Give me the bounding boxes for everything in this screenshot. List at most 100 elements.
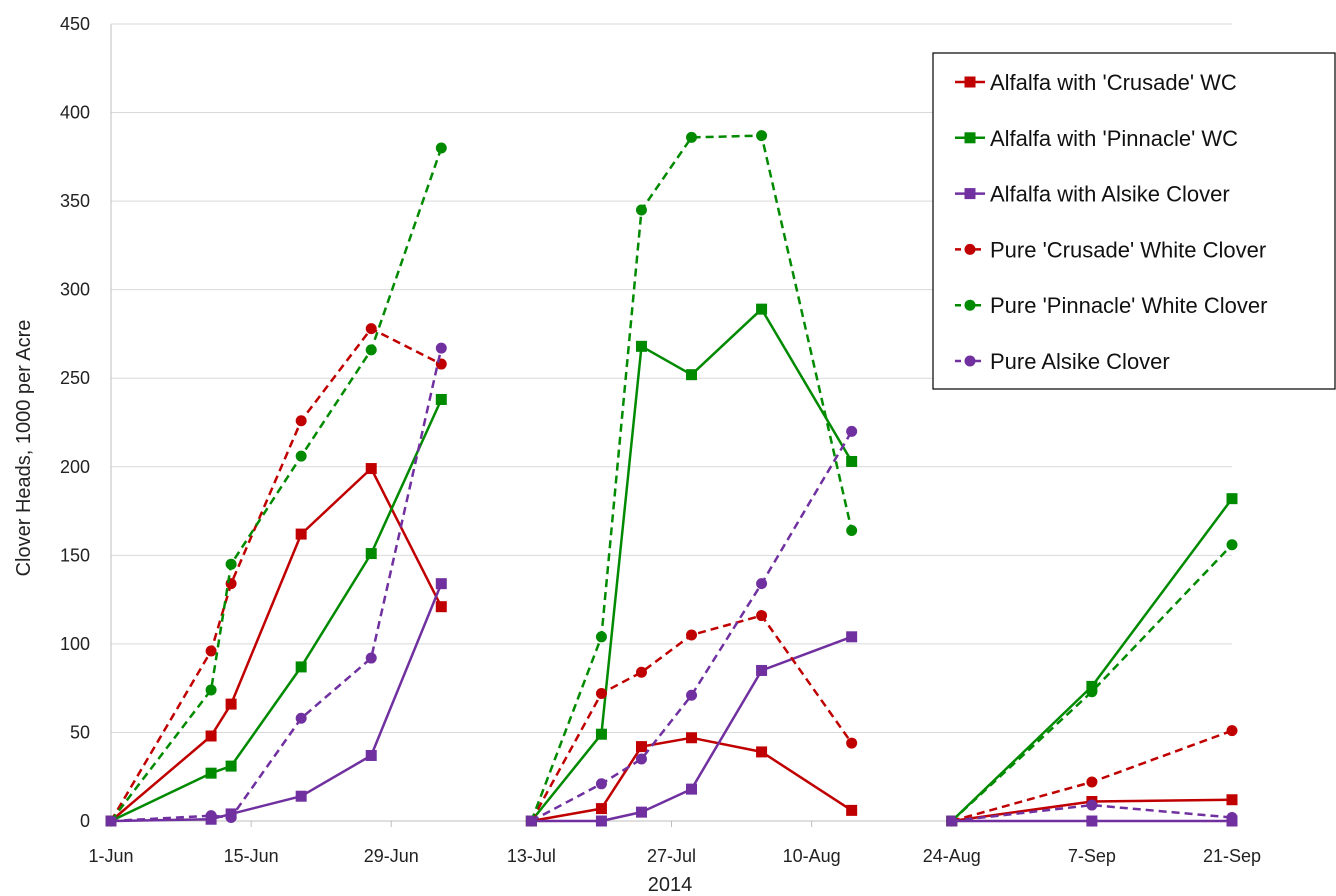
series-2-line-1 bbox=[110, 398, 443, 823]
legend-label-6: Pure Alsike Clover bbox=[990, 349, 1170, 374]
y-tick-150: 150 bbox=[60, 545, 90, 565]
series-5-point-3-3 bbox=[1226, 539, 1238, 551]
legend: Alfalfa with 'Crusade' WC Alfalfa with 'P… bbox=[932, 52, 1336, 390]
y-tick-250: 250 bbox=[60, 368, 90, 388]
series-1-point-2-4 bbox=[686, 732, 698, 744]
series-5-point-2-3 bbox=[635, 204, 647, 216]
series-6-point-2-5 bbox=[756, 578, 768, 590]
series-4-point-3-2 bbox=[1086, 776, 1098, 788]
series-6-point-2-2 bbox=[595, 778, 607, 790]
series-1-point-1-3 bbox=[225, 698, 237, 710]
legend-label-4: Pure 'Crusade' White Clover bbox=[990, 237, 1266, 262]
series-4-point-1-3 bbox=[225, 578, 237, 590]
x-tick-21-Sep: 21-Sep bbox=[1203, 846, 1261, 866]
series-1 bbox=[105, 463, 1238, 827]
series-2-point-1-3 bbox=[225, 760, 237, 772]
series-5-line-1 bbox=[110, 147, 443, 822]
series-4-point-2-3 bbox=[635, 666, 647, 678]
gridlines bbox=[111, 23, 1232, 733]
series-6-point-2-1 bbox=[525, 815, 537, 827]
series-1-point-2-3 bbox=[635, 741, 647, 753]
legend-marker-4 bbox=[964, 243, 976, 255]
series-5-point-1-2 bbox=[205, 684, 217, 696]
series-6-point-1-2 bbox=[205, 810, 217, 822]
series-5-line-2 bbox=[530, 134, 853, 822]
legend-marker-5 bbox=[964, 299, 976, 311]
series-2-line-2 bbox=[530, 307, 853, 822]
x-tick-10-Aug: 10-Aug bbox=[783, 846, 841, 866]
x-tick-13-Jul: 13-Jul bbox=[507, 846, 556, 866]
series-6-point-2-6 bbox=[846, 425, 858, 437]
series-2-point-1-6 bbox=[435, 393, 447, 405]
series-2-line-3 bbox=[950, 497, 1234, 822]
legend-label-3: Alfalfa with Alsike Clover bbox=[990, 182, 1230, 207]
series-6-point-1-1 bbox=[105, 815, 117, 827]
series-1-point-2-2 bbox=[595, 803, 607, 815]
legend-box bbox=[932, 52, 1336, 390]
series-5-point-2-4 bbox=[686, 131, 698, 143]
series-2-point-2-2 bbox=[595, 728, 607, 740]
y-tick-450: 450 bbox=[60, 14, 90, 34]
series-4-point-2-6 bbox=[846, 737, 858, 749]
y-tick-labels: 0 50 100 150 200 250 300 350 400 450 bbox=[60, 14, 90, 831]
series-6 bbox=[105, 342, 1238, 827]
series-3-point-2-4 bbox=[686, 783, 698, 795]
y-tick-50: 50 bbox=[70, 722, 90, 742]
series-2-point-1-4 bbox=[295, 661, 307, 673]
x-tick-15-Jun: 15-Jun bbox=[224, 846, 279, 866]
series-2-point-2-6 bbox=[846, 455, 858, 467]
series-5-point-1-4 bbox=[295, 450, 307, 462]
series-3-point-1-4 bbox=[295, 790, 307, 802]
series-2-point-3-3 bbox=[1226, 493, 1238, 505]
series-3-line-2 bbox=[531, 635, 853, 823]
series-5-point-3-2 bbox=[1086, 686, 1098, 698]
series-3-point-2-3 bbox=[635, 806, 647, 818]
series-5-point-2-6 bbox=[846, 525, 858, 537]
series-6-point-1-3 bbox=[225, 811, 237, 823]
series-4-line-2 bbox=[530, 614, 853, 822]
series-6-line-2 bbox=[530, 430, 853, 823]
y-axis-title: Clover Heads, 1000 per Acre bbox=[13, 320, 35, 577]
series-4-point-2-4 bbox=[686, 629, 698, 641]
series-1-point-2-5 bbox=[756, 746, 768, 758]
y-tick-200: 200 bbox=[60, 457, 90, 477]
series-4-line-1 bbox=[109, 327, 442, 822]
series-1-point-3-3 bbox=[1226, 794, 1238, 806]
series-2-point-1-2 bbox=[205, 767, 217, 779]
series-6-point-2-3 bbox=[635, 753, 647, 765]
legend-marker-2 bbox=[964, 132, 976, 144]
series-1-point-1-2 bbox=[205, 730, 217, 742]
x-tick-1-Jun: 1-Jun bbox=[88, 846, 133, 866]
series-3-line-1 bbox=[110, 583, 443, 823]
x-tick-24-Aug: 24-Aug bbox=[923, 846, 981, 866]
series-4 bbox=[105, 323, 1238, 827]
series-3-point-1-5 bbox=[365, 749, 377, 761]
series-5-point-1-6 bbox=[435, 142, 447, 154]
legend-marker-1 bbox=[964, 76, 976, 88]
series-4-point-2-5 bbox=[756, 610, 768, 622]
series-4-point-2-2 bbox=[595, 687, 607, 699]
series-6-line-1 bbox=[110, 347, 443, 823]
series-6-point-1-5 bbox=[365, 652, 377, 664]
series-5-point-2-5 bbox=[756, 130, 768, 142]
y-tick-350: 350 bbox=[60, 191, 90, 211]
series-6-line-3 bbox=[951, 803, 1233, 823]
series-2-point-2-4 bbox=[686, 369, 698, 381]
series-6-point-3-2 bbox=[1086, 799, 1098, 811]
x-axis-title: 2014 bbox=[648, 874, 693, 896]
series-3-point-1-6 bbox=[435, 578, 447, 590]
series-3-point-2-2 bbox=[595, 815, 607, 827]
series-1-line-2 bbox=[531, 736, 853, 823]
series-1-line-1 bbox=[110, 467, 443, 822]
legend-label-1: Alfalfa with 'Crusade' WC bbox=[990, 70, 1237, 95]
series-3-point-2-5 bbox=[756, 664, 768, 676]
series-6-point-2-4 bbox=[686, 689, 698, 701]
x-tick-labels: 1-Jun 15-Jun 29-Jun 13-Jul 27-Jul 10-Aug 24-Au… bbox=[88, 846, 1261, 866]
series-3-point-2-6 bbox=[846, 631, 858, 643]
series-2-point-2-3 bbox=[635, 340, 647, 352]
y-tick-300: 300 bbox=[60, 280, 90, 300]
x-tick-7-Sep: 7-Sep bbox=[1068, 846, 1116, 866]
legend-label-5: Pure 'Pinnacle' White Clover bbox=[990, 293, 1267, 318]
legend-marker-3 bbox=[964, 188, 976, 200]
